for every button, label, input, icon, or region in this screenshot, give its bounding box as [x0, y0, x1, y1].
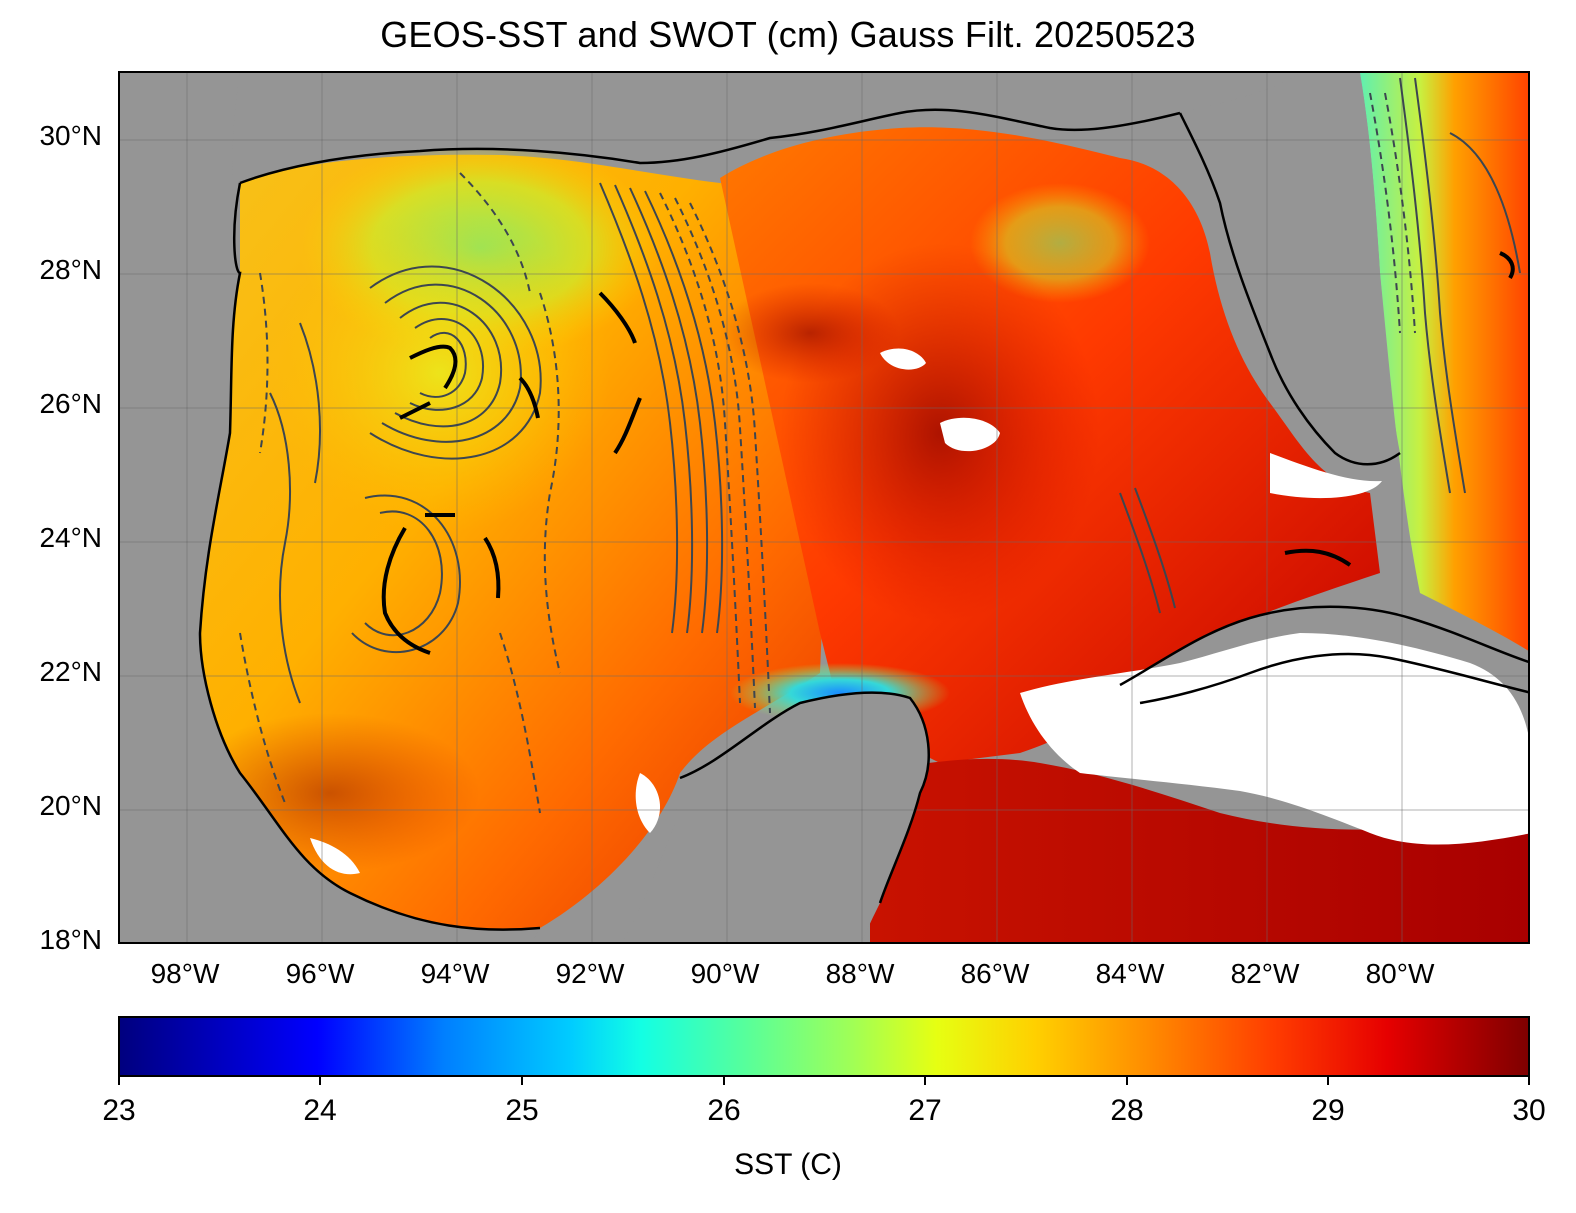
- colorbar-title: SST (C): [734, 1148, 842, 1181]
- lat-label-26n: 26°N: [39, 388, 102, 419]
- lat-label-20n: 20°N: [39, 790, 102, 821]
- colorbar-tick: [319, 1075, 321, 1085]
- lat-label-18n: 18°N: [39, 924, 102, 955]
- lon-label-86w: 86°W: [960, 958, 1030, 989]
- map-title: GEOS-SST and SWOT (cm) Gauss Filt. 20250…: [380, 14, 1196, 55]
- colorbar-tick: [521, 1075, 523, 1085]
- missing-central: [940, 417, 1000, 452]
- ssh-zero-contours: [381, 251, 1515, 655]
- lat-label-30n: 30°N: [39, 120, 102, 151]
- colorbar-tick: [1126, 1075, 1128, 1085]
- missing-cuba-south: [1020, 633, 1528, 845]
- colorbar-tick: [924, 1075, 926, 1085]
- missing-florida-keys: [1270, 453, 1382, 499]
- missing-campeche: [310, 838, 360, 875]
- lat-label-28n: 28°N: [39, 254, 102, 285]
- lon-label-94w: 94°W: [420, 958, 490, 989]
- colorbar-label-28: 28: [1110, 1094, 1144, 1127]
- colorbar-label-30: 30: [1512, 1094, 1546, 1127]
- colorbar-label-29: 29: [1311, 1094, 1345, 1127]
- colorbar-label-23: 23: [102, 1094, 136, 1127]
- sst-colorbar: [118, 1016, 1530, 1077]
- lon-label-92w: 92°W: [555, 958, 625, 989]
- missing-north-gulf: [880, 348, 926, 370]
- colorbar-tick: [723, 1075, 725, 1085]
- lon-label-88w: 88°W: [825, 958, 895, 989]
- coastline: [198, 108, 1528, 931]
- north-land: [240, 73, 1360, 183]
- yucatan-land: [622, 692, 929, 942]
- colorbar-tick: [118, 1075, 120, 1085]
- graticule: [120, 73, 1528, 942]
- colorbar-label-26: 26: [707, 1094, 741, 1127]
- florida-land: [1180, 73, 1400, 465]
- caribbean-water: [870, 758, 1528, 942]
- ssh-contours: [269, 77, 1521, 704]
- colorbar-label-27: 27: [908, 1094, 942, 1127]
- lon-label-90w: 90°W: [690, 958, 760, 989]
- lat-label-24n: 24°N: [39, 522, 102, 553]
- missing-yucatan-west: [635, 773, 661, 833]
- colorbar-label-25: 25: [505, 1094, 539, 1127]
- atlantic-water: [1360, 73, 1528, 651]
- colorbar-label-24: 24: [303, 1094, 337, 1127]
- colorbar-tick: [1528, 1075, 1530, 1085]
- lat-label-22n: 22°N: [39, 656, 102, 687]
- lon-label-96w: 96°W: [285, 958, 355, 989]
- ssh-contours-negative: [239, 92, 1416, 814]
- sst-map: [118, 71, 1530, 944]
- lon-label-80w: 80°W: [1365, 958, 1435, 989]
- lon-label-82w: 82°W: [1230, 958, 1300, 989]
- lon-label-84w: 84°W: [1095, 958, 1165, 989]
- lon-label-98w: 98°W: [150, 958, 220, 989]
- colorbar-tick: [1327, 1075, 1329, 1085]
- west-land: [120, 73, 1528, 942]
